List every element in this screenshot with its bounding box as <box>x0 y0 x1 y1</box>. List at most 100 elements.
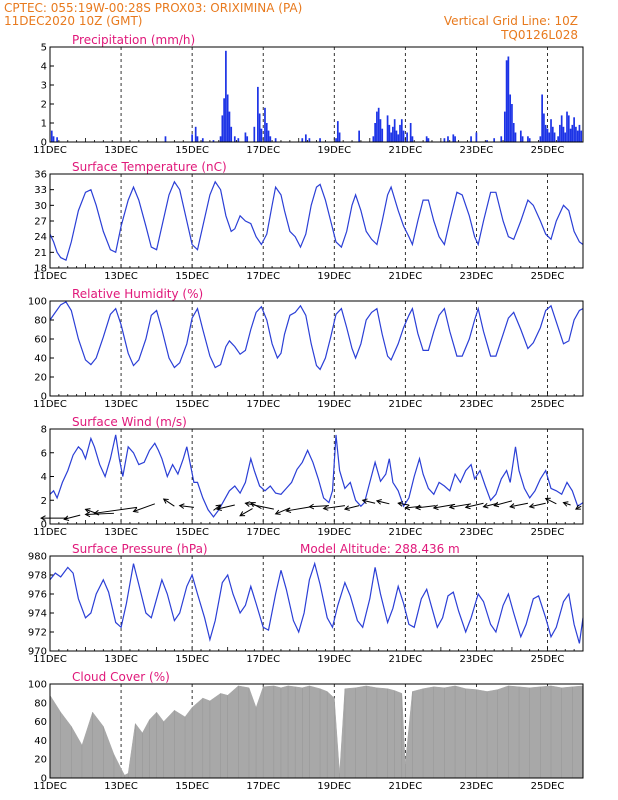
precip-bar <box>564 132 567 142</box>
precip-bar <box>454 136 456 142</box>
precip-bar <box>221 115 224 142</box>
precip-bar <box>543 113 545 142</box>
precip-bar <box>425 136 428 142</box>
x-tick-label: 23DEC <box>460 654 494 665</box>
wind-vector <box>40 515 68 521</box>
y-tick-label: 980 <box>28 552 47 563</box>
wind-vector <box>432 503 456 511</box>
y-tick-label: 0 <box>41 774 47 785</box>
y-tick-label: 3 <box>41 81 47 92</box>
x-tick-label: 11DEC <box>33 271 67 282</box>
precip-bar <box>551 126 554 142</box>
wind-vector <box>213 504 222 511</box>
x-tick-label: 15DEC <box>175 399 209 410</box>
panel-frame <box>49 46 584 143</box>
series-pressure <box>49 561 584 644</box>
precip-bar <box>223 98 225 142</box>
series-temperature <box>49 180 584 262</box>
precip-bar <box>379 119 382 142</box>
x-tick-label: 11DEC <box>33 654 67 665</box>
precip-bar <box>225 50 227 142</box>
x-tick-label: 19DEC <box>317 654 351 665</box>
x-tick-label: 15DEC <box>175 145 209 156</box>
y-tick-label: 20 <box>34 373 47 384</box>
precip-bar <box>56 137 58 142</box>
x-tick-label: 19DEC <box>317 271 351 282</box>
precip-bar <box>576 130 579 142</box>
precip-bar <box>443 138 446 142</box>
x-tick-label: 19DEC <box>317 399 351 410</box>
precip-bar <box>260 128 263 142</box>
panel-title: Cloud Cover (%) <box>72 670 170 684</box>
x-tick-label: 15DEC <box>175 781 209 792</box>
y-tick-label: 36 <box>34 170 47 181</box>
panel-frame <box>49 683 584 779</box>
precip-bar <box>411 136 414 142</box>
wind-vector <box>274 507 291 515</box>
precip-bar <box>475 132 478 142</box>
y-tick-label: 4 <box>41 472 47 483</box>
wind-vector <box>132 503 155 513</box>
precip-bar <box>427 138 430 142</box>
precip-bar <box>521 136 524 142</box>
panel-cloud: 0 20 40 60 80 100 11DEC 13DEC 15DEC 17DEC 19DEC 21D… <box>28 670 584 792</box>
wind-vector <box>162 498 175 507</box>
precip-bar <box>567 115 570 142</box>
wind-vector <box>574 504 582 510</box>
y-tick-label: 27 <box>34 217 47 228</box>
panel-frame <box>49 300 584 397</box>
panel-pressure: 970 972 974 976 978 980 11DEC 13DEC 15DEC 17DEC 19… <box>28 542 584 665</box>
precip-bar <box>539 136 542 142</box>
precip-bar <box>336 121 339 142</box>
x-tick-label: 21DEC <box>388 781 422 792</box>
x-tick-label: 11DEC <box>33 399 67 410</box>
panel-title: Surface Pressure (hPa) <box>72 542 208 556</box>
x-tick-label: 21DEC <box>388 145 422 156</box>
y-tick-label: 40 <box>34 736 47 747</box>
y-tick-label: 5 <box>41 43 47 54</box>
precip-bar <box>246 136 249 142</box>
header-date: 11DEC2020 10Z (GMT) <box>4 14 142 28</box>
header-model-code: TQ0126L028 <box>500 28 578 42</box>
x-tick-label: 23DEC <box>460 399 494 410</box>
precip-bar <box>358 130 360 142</box>
y-tick-label: 2 <box>41 100 47 111</box>
precip-bar <box>509 94 512 142</box>
precip-bar <box>381 128 384 142</box>
wind-vector <box>414 504 436 511</box>
precip-bar <box>338 132 341 142</box>
model-altitude: Model Altitude: 288.436 m <box>300 542 460 556</box>
x-tick-label: 21DEC <box>388 271 422 282</box>
precip-bar <box>541 94 543 142</box>
series-wind <box>49 434 584 518</box>
precip-bar <box>562 126 565 142</box>
precip-bar <box>447 136 449 142</box>
x-tick-label: 11DEC <box>33 527 67 538</box>
x-tick-label: 19DEC <box>317 527 351 538</box>
x-tick-label: 23DEC <box>460 271 494 282</box>
x-tick-label: 17DEC <box>246 654 280 665</box>
panel-precip: 0 1 2 3 4 5 11DEC 13DEC 15DEC 17DEC 19DEC 21DEC 23DE… <box>33 33 584 156</box>
precip-bar <box>573 117 575 142</box>
precip-bar <box>304 134 307 142</box>
y-tick-label: 974 <box>28 609 47 620</box>
wind-vector <box>448 503 472 510</box>
precip-bar <box>544 124 547 142</box>
precip-bar <box>372 136 375 142</box>
y-tick-label: 80 <box>34 316 47 327</box>
precip-bar <box>409 123 412 142</box>
precip-bar <box>374 123 376 142</box>
precip-bar <box>52 136 55 142</box>
x-tick-label: 21DEC <box>388 399 422 410</box>
precip-bar <box>274 138 277 142</box>
panel-frame <box>49 555 584 652</box>
x-tick-label: 17DEC <box>246 527 280 538</box>
precip-bar <box>486 140 488 142</box>
precip-bar <box>267 130 270 142</box>
wind-vector <box>509 502 529 509</box>
y-tick-label: 972 <box>28 628 47 639</box>
panel-temperature: 18 21 24 27 30 33 36 11DEC 13DEC 15DEC 17DEC 19DEC 2… <box>33 160 584 282</box>
precip-bar <box>548 132 551 142</box>
y-tick-label: 60 <box>34 717 47 728</box>
x-tick-label: 23DEC <box>460 781 494 792</box>
